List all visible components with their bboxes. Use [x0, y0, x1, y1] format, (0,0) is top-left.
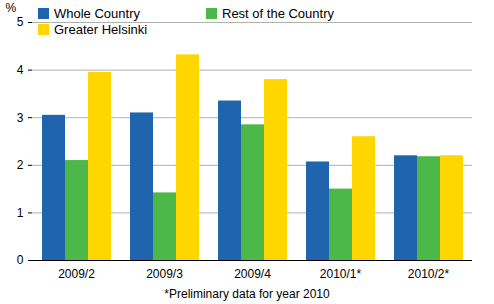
svg-text:2010/2*: 2010/2* [408, 267, 450, 281]
svg-text:1: 1 [17, 206, 24, 220]
svg-text:2010/1*: 2010/1* [320, 267, 362, 281]
svg-text:2009/3: 2009/3 [146, 267, 183, 281]
svg-text:3: 3 [17, 111, 24, 125]
svg-text:2009/4: 2009/4 [234, 267, 271, 281]
svg-text:2: 2 [17, 158, 24, 172]
svg-text:%: % [6, 1, 17, 15]
html-text:*Preliminary data for year 201: *Preliminary data for year 2010 [164, 287, 330, 301]
svg-text:0: 0 [17, 253, 24, 267]
svg-text:5: 5 [17, 15, 24, 29]
svg-text:2009/2: 2009/2 [58, 267, 95, 281]
html-text:Whole Country: Whole Country [54, 6, 140, 21]
html-text:Greater Helsinki: Greater Helsinki [54, 22, 148, 37]
html-text:Rest of the Country: Rest of the Country [222, 6, 334, 21]
svg-text:4: 4 [17, 63, 24, 77]
